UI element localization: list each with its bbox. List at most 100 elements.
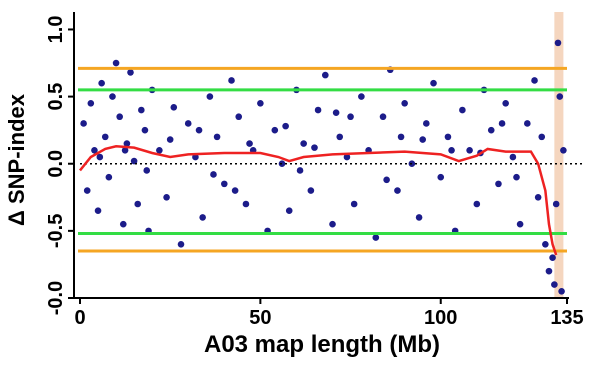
x-tick-label: 100	[424, 307, 457, 329]
y-axis-label: Δ SNP-index	[4, 93, 29, 226]
y-tick-label: 0.5	[45, 83, 67, 111]
smoothed-line	[79, 145, 558, 256]
point	[336, 133, 344, 141]
point	[271, 126, 279, 134]
point	[228, 77, 235, 84]
point	[138, 106, 145, 114]
point	[358, 93, 365, 100]
y-tick-label: 0.0	[45, 150, 67, 178]
point	[109, 93, 116, 100]
point	[314, 106, 322, 114]
point	[134, 200, 142, 208]
point	[444, 133, 452, 141]
point	[170, 104, 178, 111]
point	[542, 240, 549, 248]
point	[80, 120, 87, 127]
point	[423, 120, 430, 127]
point	[96, 153, 104, 161]
point	[300, 140, 307, 147]
point	[473, 200, 481, 208]
point	[83, 187, 91, 194]
point	[296, 167, 304, 174]
point	[101, 133, 109, 141]
point	[329, 220, 336, 228]
x-tick-label: 50	[249, 307, 271, 329]
point	[311, 144, 318, 151]
point	[343, 153, 351, 161]
point	[123, 140, 131, 147]
point	[257, 100, 264, 107]
point	[116, 113, 123, 121]
point	[246, 140, 253, 147]
point	[401, 100, 408, 107]
point	[495, 180, 502, 188]
point	[531, 77, 538, 84]
point	[534, 193, 542, 201]
point	[177, 240, 185, 248]
point	[430, 79, 437, 87]
point	[199, 214, 206, 221]
point	[383, 176, 390, 184]
point	[195, 126, 203, 134]
point	[166, 136, 174, 143]
point	[448, 147, 455, 154]
point	[466, 147, 473, 154]
point	[397, 133, 405, 141]
point	[105, 173, 113, 181]
point	[119, 220, 127, 228]
y-tick-label: 1.0	[45, 16, 67, 44]
point	[210, 171, 217, 178]
point	[419, 136, 427, 143]
point	[213, 133, 221, 141]
point	[307, 187, 315, 194]
point	[91, 147, 98, 154]
point	[94, 207, 102, 215]
point	[282, 122, 289, 130]
point	[98, 79, 105, 87]
point	[112, 59, 120, 67]
point	[235, 113, 243, 121]
point	[551, 281, 558, 288]
point	[163, 193, 170, 201]
y-tick-label: -0.5	[45, 214, 67, 248]
point	[322, 71, 329, 79]
point	[556, 93, 564, 100]
point	[513, 173, 520, 181]
point	[121, 147, 129, 154]
point	[87, 100, 95, 107]
point	[560, 147, 567, 154]
point	[415, 214, 423, 221]
point	[545, 267, 553, 275]
point	[509, 153, 517, 161]
point	[130, 157, 138, 165]
y-tick-label: -0.0	[45, 281, 67, 315]
point	[552, 200, 560, 208]
point	[372, 234, 380, 241]
point	[206, 93, 214, 100]
point	[487, 126, 495, 134]
point	[332, 109, 340, 117]
point	[285, 207, 293, 215]
point	[459, 106, 466, 114]
point	[143, 167, 151, 174]
point	[184, 120, 192, 127]
point	[231, 187, 239, 194]
point	[394, 187, 401, 194]
point	[524, 120, 531, 127]
point	[220, 180, 228, 188]
point	[127, 69, 134, 76]
point	[242, 200, 250, 208]
x-axis-label: A03 map length (Mb)	[204, 331, 440, 358]
point	[350, 200, 358, 208]
point	[347, 113, 354, 121]
point	[538, 133, 546, 141]
point	[437, 173, 445, 181]
point	[502, 100, 509, 107]
point	[156, 147, 163, 154]
x-tick-label: 135	[550, 307, 583, 329]
point	[498, 120, 506, 127]
point	[558, 287, 565, 295]
point	[549, 254, 556, 262]
point	[278, 160, 286, 168]
